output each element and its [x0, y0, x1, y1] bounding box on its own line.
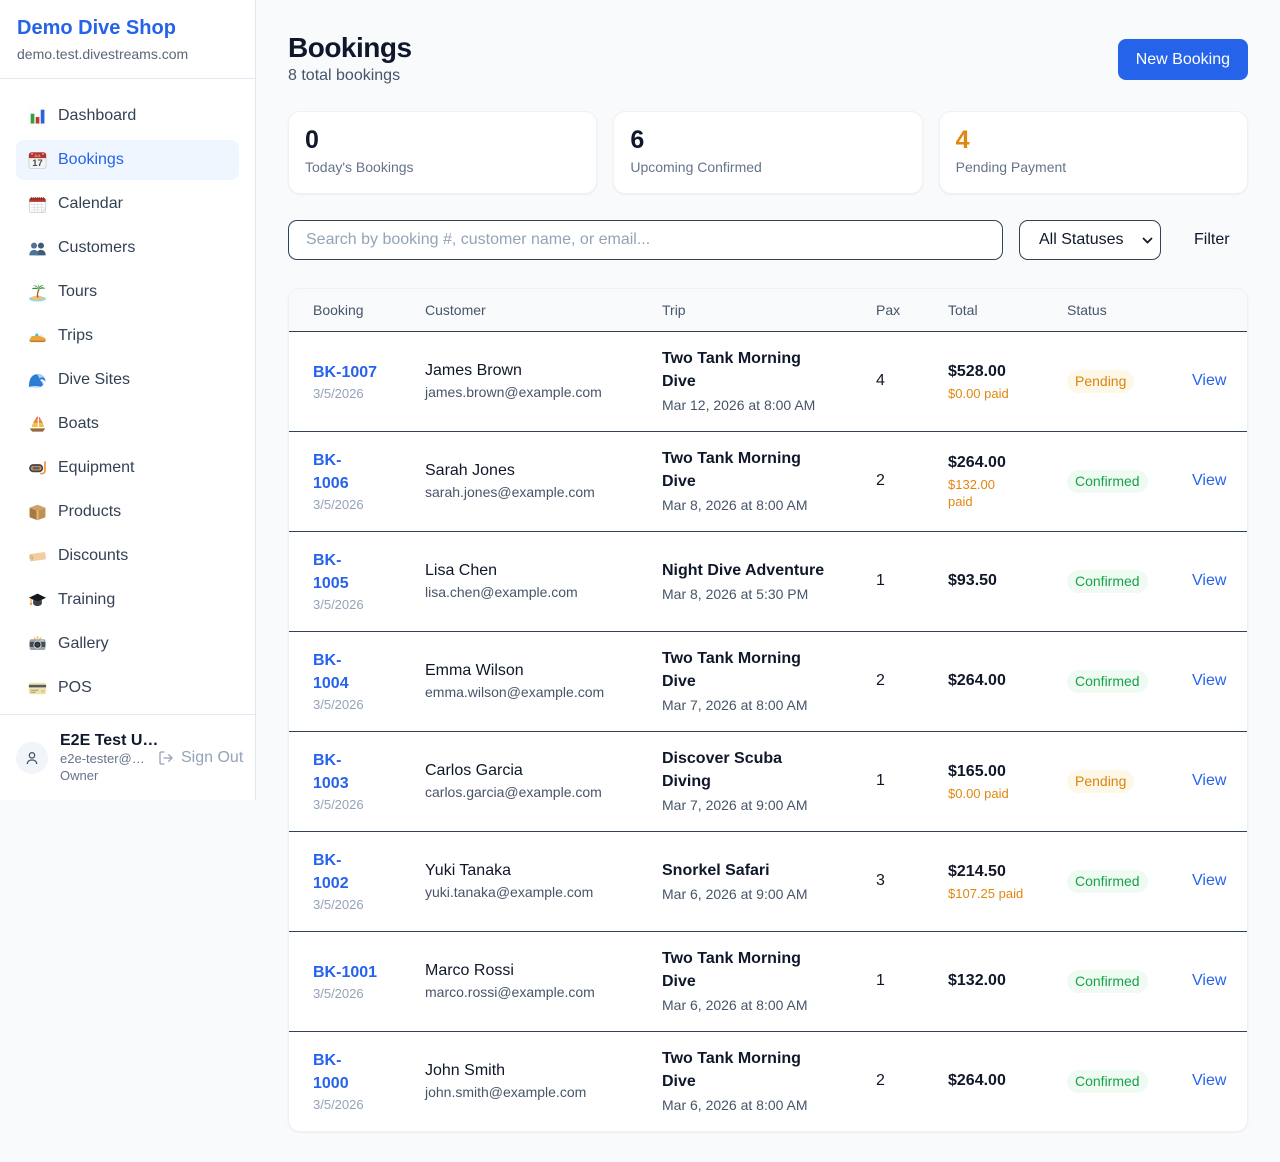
- svg-text:17: 17: [32, 158, 42, 168]
- svg-text:JUL: JUL: [34, 152, 42, 157]
